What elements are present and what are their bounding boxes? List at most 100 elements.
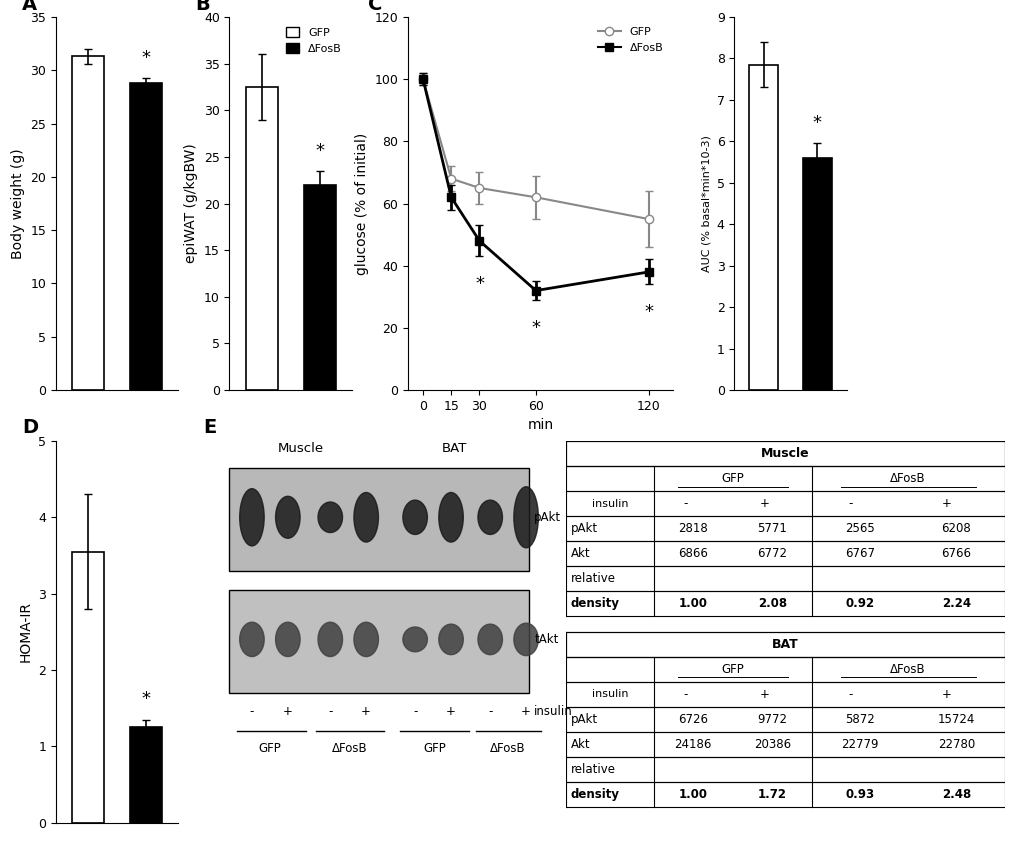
Ellipse shape — [275, 496, 300, 538]
Text: 6208: 6208 — [941, 522, 970, 535]
Text: 2818: 2818 — [678, 522, 707, 535]
X-axis label: min: min — [527, 418, 553, 432]
Bar — [130, 83, 162, 390]
Bar — [246, 87, 277, 390]
Text: Akt: Akt — [570, 547, 590, 561]
Ellipse shape — [318, 502, 342, 533]
Text: pAkt: pAkt — [534, 510, 560, 524]
Text: -: - — [328, 706, 332, 718]
Text: *: * — [142, 48, 151, 66]
Text: GFP: GFP — [720, 472, 744, 485]
Text: 5771: 5771 — [756, 522, 787, 535]
Text: GFP: GFP — [423, 742, 445, 755]
Text: 15724: 15724 — [936, 713, 974, 726]
Text: 6866: 6866 — [678, 547, 707, 561]
Text: ΔFosB: ΔFosB — [490, 742, 526, 755]
Text: C: C — [368, 0, 382, 14]
Text: 2565: 2565 — [845, 522, 874, 535]
Text: -: - — [847, 688, 852, 701]
Y-axis label: epiWAT (g/kgBW): epiWAT (g/kgBW) — [184, 143, 198, 264]
Text: tAkt: tAkt — [534, 633, 558, 646]
Text: -: - — [683, 497, 687, 510]
Bar — [748, 64, 777, 390]
Text: +: + — [361, 706, 371, 718]
Ellipse shape — [403, 500, 427, 534]
Text: pAkt: pAkt — [570, 522, 597, 535]
Ellipse shape — [478, 500, 502, 534]
Text: relative: relative — [570, 572, 614, 585]
Bar — [72, 552, 104, 823]
Text: 2.24: 2.24 — [941, 598, 970, 611]
Text: +: + — [445, 706, 455, 718]
Text: relative: relative — [570, 763, 614, 776]
Text: +: + — [941, 688, 951, 701]
Ellipse shape — [354, 622, 378, 656]
Bar — [566, 441, 1004, 466]
Text: 22779: 22779 — [841, 738, 877, 751]
Text: *: * — [475, 275, 483, 293]
FancyBboxPatch shape — [229, 590, 529, 693]
Text: 6767: 6767 — [844, 547, 874, 561]
Text: density: density — [570, 789, 619, 801]
Bar — [802, 158, 832, 390]
Bar — [566, 632, 1004, 657]
Ellipse shape — [354, 493, 378, 542]
Text: 24186: 24186 — [674, 738, 711, 751]
Text: GFP: GFP — [720, 663, 744, 676]
Ellipse shape — [275, 622, 300, 656]
Legend: GFP, ΔFosB: GFP, ΔFosB — [281, 23, 346, 59]
Ellipse shape — [438, 624, 463, 655]
Ellipse shape — [514, 623, 538, 656]
Ellipse shape — [403, 627, 427, 652]
Text: 0.93: 0.93 — [845, 789, 873, 801]
Text: 2.48: 2.48 — [941, 789, 970, 801]
Text: A: A — [21, 0, 37, 14]
Ellipse shape — [239, 622, 264, 656]
Ellipse shape — [239, 488, 264, 546]
Text: *: * — [812, 114, 821, 132]
FancyBboxPatch shape — [229, 468, 529, 571]
Text: 22780: 22780 — [936, 738, 974, 751]
Text: -: - — [683, 688, 687, 701]
Text: 0.92: 0.92 — [845, 598, 873, 611]
Text: 1.72: 1.72 — [757, 789, 786, 801]
Text: GFP: GFP — [258, 742, 281, 755]
Text: B: B — [195, 0, 210, 14]
Legend: GFP, ΔFosB: GFP, ΔFosB — [593, 23, 667, 57]
Ellipse shape — [478, 624, 502, 655]
Text: E: E — [203, 418, 216, 437]
Text: +: + — [759, 688, 768, 701]
Text: 6772: 6772 — [756, 547, 787, 561]
Text: 5872: 5872 — [845, 713, 874, 726]
Text: Akt: Akt — [570, 738, 590, 751]
Text: BAT: BAT — [771, 638, 798, 650]
Text: +: + — [521, 706, 531, 718]
Text: BAT: BAT — [441, 443, 467, 455]
Text: -: - — [847, 497, 852, 510]
Bar — [130, 728, 162, 823]
Text: -: - — [250, 706, 254, 718]
Text: D: D — [21, 418, 38, 437]
Text: ΔFosB: ΔFosB — [890, 663, 925, 676]
Y-axis label: AUC (% basal*min*10-3): AUC (% basal*min*10-3) — [700, 135, 710, 272]
Text: 1.00: 1.00 — [678, 598, 707, 611]
Text: 6766: 6766 — [941, 547, 970, 561]
Bar — [304, 185, 335, 390]
Text: Muscle: Muscle — [277, 443, 324, 455]
Ellipse shape — [438, 493, 463, 542]
Text: 20386: 20386 — [753, 738, 790, 751]
Text: ΔFosB: ΔFosB — [332, 742, 367, 755]
Text: +: + — [282, 706, 292, 718]
Text: 1.00: 1.00 — [678, 789, 707, 801]
Text: pAkt: pAkt — [570, 713, 597, 726]
Text: -: - — [413, 706, 417, 718]
Text: ΔFosB: ΔFosB — [890, 472, 925, 485]
Text: *: * — [142, 690, 151, 708]
Y-axis label: Body weight (g): Body weight (g) — [11, 148, 24, 259]
Y-axis label: glucose (% of initial): glucose (% of initial) — [355, 132, 369, 275]
Text: 6726: 6726 — [678, 713, 707, 726]
Bar — [72, 57, 104, 390]
Text: insulin: insulin — [534, 706, 573, 718]
Text: Muscle: Muscle — [760, 447, 809, 460]
Ellipse shape — [514, 487, 538, 548]
